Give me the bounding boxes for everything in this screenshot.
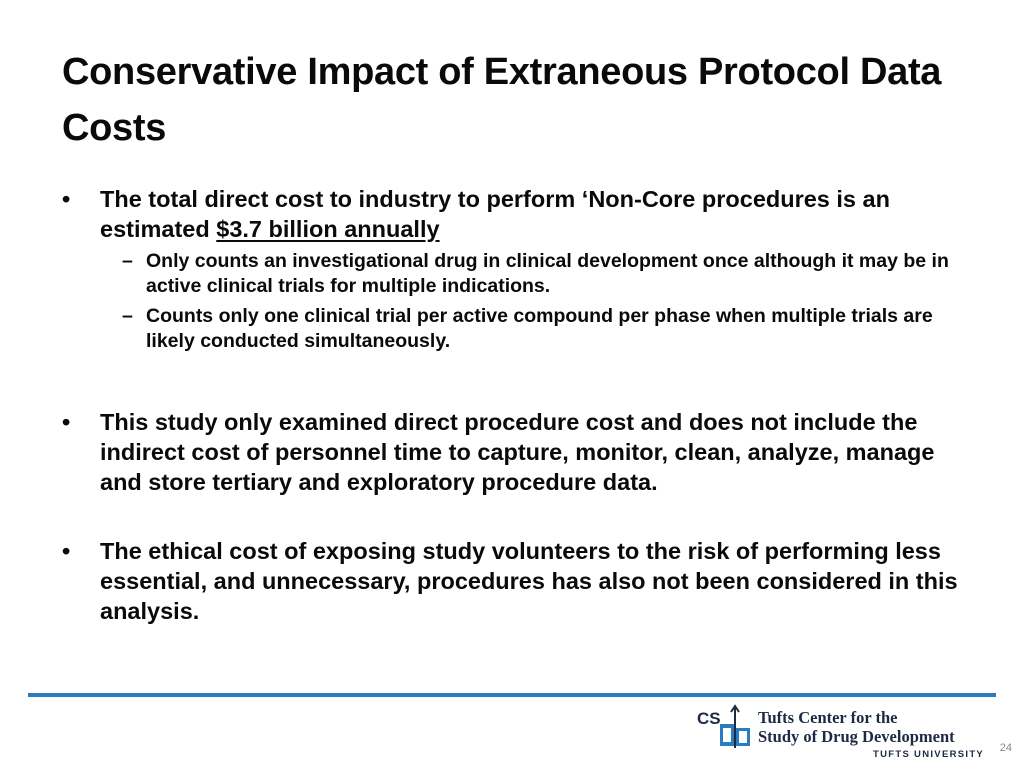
bullet-item-1: • The total direct cost to industry to p… — [62, 184, 962, 244]
bullet-item-3: • The ethical cost of exposing study vol… — [62, 536, 962, 626]
bullet-item-2: • This study only examined direct proced… — [62, 407, 962, 497]
footer-divider — [28, 693, 996, 697]
dash-icon: – — [122, 305, 133, 327]
subbullet-text-2: Counts only one clinical trial per activ… — [146, 305, 933, 352]
dash-icon: – — [122, 250, 133, 272]
page-number: 24 — [999, 742, 1012, 754]
subbullet-item-2: – Counts only one clinical trial per act… — [62, 304, 962, 354]
bullet-icon: • — [62, 409, 71, 435]
csdd-logo-icon: CS — [695, 704, 753, 748]
bullet-emphasis: $3.7 billion annually — [216, 216, 440, 242]
subbullet-list: – Only counts an investigational drug in… — [62, 249, 962, 354]
bullet-text-2: This study only examined direct procedur… — [100, 409, 935, 495]
bullet-text-3: The ethical cost of exposing study volun… — [100, 538, 958, 624]
slide-content: • The total direct cost to industry to p… — [62, 184, 962, 626]
logo-line-1: Tufts Center for the — [758, 708, 898, 727]
subbullet-text-1: Only counts an investigational drug in c… — [146, 250, 949, 297]
subbullet-item-1: – Only counts an investigational drug in… — [62, 249, 962, 299]
logo-wordmark: Tufts Center for the Study of Drug Devel… — [758, 708, 955, 746]
logo-line-2: Study of Drug Development — [758, 727, 955, 746]
bullet-text-1: The total direct cost to industry to per… — [100, 186, 890, 242]
bullet-icon: • — [62, 186, 71, 212]
tufts-csdd-logo: CS Tufts Center for the Study of Drug De… — [695, 704, 995, 762]
slide-title: Conservative Impact of Extraneous Protoc… — [62, 51, 942, 149]
svg-text:CS: CS — [697, 709, 721, 728]
logo-university: TUFTS UNIVERSITY — [873, 749, 985, 760]
bullet-icon: • — [62, 538, 71, 564]
